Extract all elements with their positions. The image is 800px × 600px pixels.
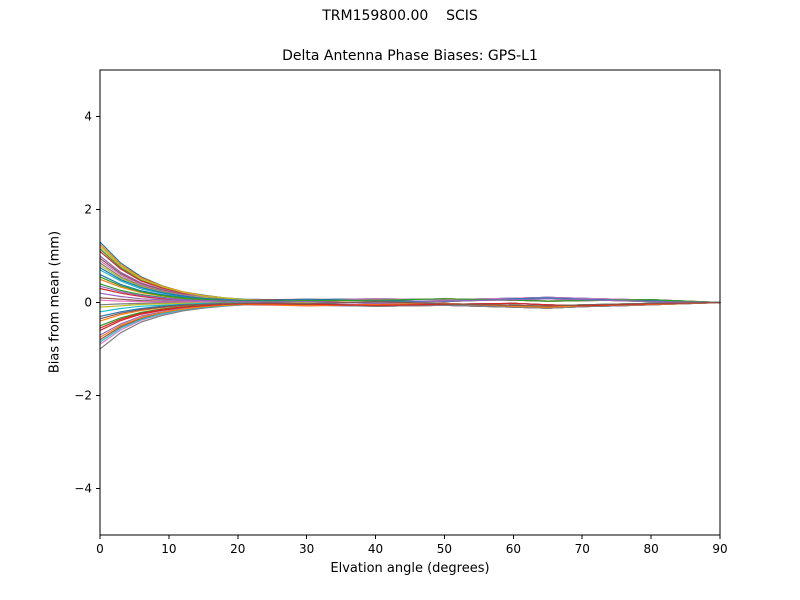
y-tick-label: 0 [84,296,92,310]
series-line [99,276,721,304]
x-tick-label: 70 [575,542,590,556]
y-tick-label: 4 [84,110,92,124]
x-axis-label: Elvation angle (degrees) [330,561,490,576]
x-tick-label: 0 [96,542,104,556]
x-tick-label: 30 [299,542,314,556]
x-tick-label: 80 [643,542,658,556]
axes-title: Delta Antenna Phase Biases: GPS-L1 [282,48,538,64]
series-line [99,250,721,304]
y-tick-label: −4 [74,482,92,496]
x-tick-label: 20 [230,542,245,556]
x-tick-label: 40 [368,542,383,556]
x-tick-label: 50 [437,542,452,556]
series-line [99,301,721,350]
x-tick-label: 10 [161,542,176,556]
y-axis-label: Bias from mean (mm) [47,230,63,374]
y-tick-label: 2 [84,203,92,217]
x-tick-label: 90 [712,542,727,556]
series-line [99,301,721,320]
figure-title: TRM159800.00 SCIS [322,8,478,24]
series-line [99,285,721,304]
x-tick-label: 60 [506,542,521,556]
y-tick-label: −2 [74,389,92,403]
series-line [99,267,721,304]
series-line [99,301,721,338]
